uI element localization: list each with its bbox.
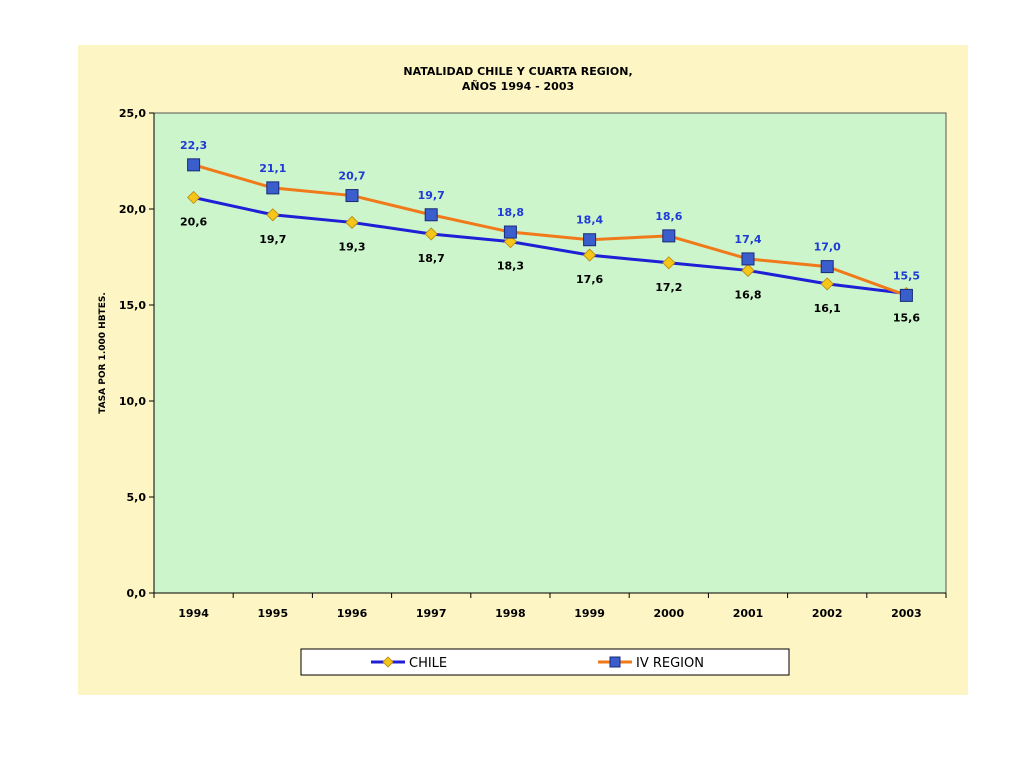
series-layer: 20,6 19,7 19,3 18,7 18,3 17,6 17,2 16,8 16,1 15,6… (180, 139, 920, 325)
legend-label: CHILE (409, 656, 447, 671)
data-point-chile (662, 256, 676, 270)
chart-area: NATALIDAD CHILE Y CUARTA REGION, AÑOS 19… (78, 45, 968, 695)
x-tick-label: 2000 (653, 607, 684, 620)
data-point-chile (187, 190, 201, 205)
x-tick-label: 1996 (337, 607, 368, 620)
y-tick-label: 15,0 (119, 299, 146, 312)
x-tick-label: 1999 (574, 607, 605, 620)
x-tick-label: 1997 (416, 607, 447, 620)
plot-area (153, 112, 947, 594)
data-label-chile: 20,6 (180, 215, 207, 228)
y-tick-label: 10,0 (119, 395, 146, 408)
data-point-iv-region (662, 229, 676, 243)
data-label-iv-region: 18,4 (576, 214, 603, 227)
data-label-iv-region: 21,1 (259, 162, 286, 175)
series-line-chile (193, 196, 907, 295)
data-label-chile: 16,8 (734, 288, 761, 301)
data-point-chile (424, 227, 438, 241)
data-label-chile: 16,1 (814, 302, 841, 315)
y-tick-label: 0,0 (127, 587, 147, 600)
data-label-chile: 18,3 (497, 260, 524, 273)
x-tick-label: 1998 (495, 607, 526, 620)
data-point-chile (820, 277, 834, 291)
data-label-iv-region: 20,7 (338, 170, 365, 183)
chart-svg: NATALIDAD CHILE Y CUARTA REGION, AÑOS 19… (98, 65, 947, 676)
chart-title-line-2: AÑOS 1994 - 2003 (462, 80, 574, 93)
data-label-chile: 17,6 (576, 273, 603, 286)
data-point-chile (345, 215, 359, 230)
data-point-iv-region (899, 288, 913, 302)
data-point-iv-region (187, 158, 201, 172)
data-point-iv-region (266, 181, 280, 195)
legend: CHILE IV REGION (300, 648, 790, 676)
data-label-chile: 15,6 (893, 311, 920, 324)
x-tick-label: 1995 (257, 607, 288, 620)
data-point-chile (503, 235, 517, 249)
data-point-iv-region (741, 252, 755, 266)
data-label-chile: 17,2 (655, 281, 682, 294)
x-tick-label: 2002 (812, 607, 843, 620)
data-label-iv-region: 17,0 (814, 241, 841, 254)
y-tick-label: 5,0 (127, 491, 147, 504)
y-axis-label: TASA POR 1.000 HBTES. (98, 292, 108, 413)
data-point-iv-region (345, 189, 359, 203)
series-line-iv-region (193, 163, 907, 297)
data-point-chile (583, 248, 597, 262)
data-label-iv-region: 19,7 (418, 189, 445, 202)
data-label-iv-region: 22,3 (180, 139, 207, 152)
x-axis: 1994 1995 1996 1997 1998 1999 2000 2001 2002 2003 (153, 592, 947, 620)
x-tick-label: 2003 (891, 607, 922, 620)
data-point-iv-region (820, 260, 834, 274)
x-tick-label: 1994 (178, 607, 209, 620)
legend-marker-chile (382, 656, 394, 668)
y-tick-label: 20,0 (119, 203, 146, 216)
data-point-iv-region (583, 233, 597, 247)
data-label-chile: 18,7 (418, 252, 445, 265)
chart-title-line-1: NATALIDAD CHILE Y CUARTA REGION, (403, 65, 632, 78)
legend-marker-iv-region (609, 656, 621, 668)
data-point-chile (266, 208, 280, 222)
data-label-iv-region: 15,5 (893, 269, 920, 282)
data-label-iv-region: 18,8 (497, 206, 524, 219)
y-tick-label: 25,0 (119, 107, 146, 120)
data-label-chile: 19,7 (259, 233, 286, 246)
x-tick-label: 2001 (733, 607, 764, 620)
data-label-iv-region: 18,6 (655, 210, 682, 223)
data-label-iv-region: 17,4 (734, 233, 761, 246)
data-label-chile: 19,3 (338, 240, 365, 253)
data-point-chile (741, 263, 755, 278)
data-point-iv-region (424, 208, 438, 222)
data-point-iv-region (503, 225, 517, 239)
y-axis: 0,0 5,0 10,0 15,0 20,0 25,0 (119, 107, 155, 600)
legend-label: IV REGION (636, 656, 704, 671)
